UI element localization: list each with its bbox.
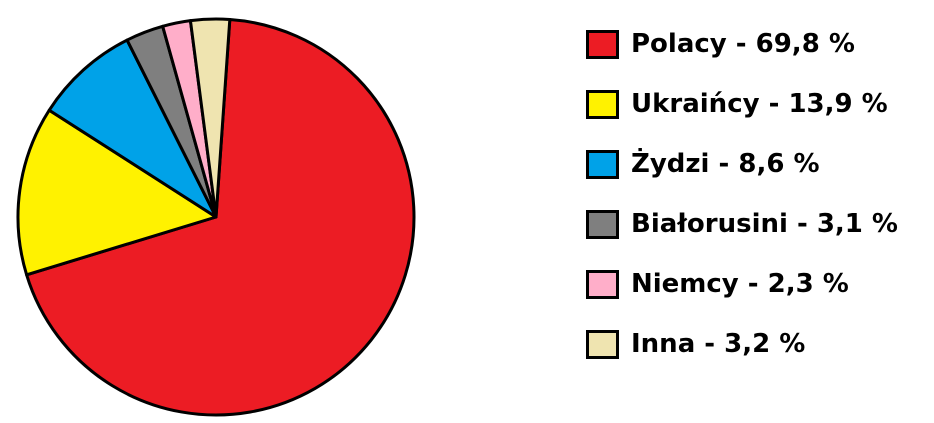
legend-item-inna: Inna - 3,2 % bbox=[586, 324, 898, 364]
legend-label-zydzi: Żydzi - 8,6 % bbox=[631, 149, 820, 179]
pie-slice-polacy bbox=[25, 17, 416, 417]
legend-swatch-inna bbox=[586, 329, 619, 359]
legend-item-polacy: Polacy - 69,8 % bbox=[586, 24, 898, 64]
legend-label-polacy: Polacy - 69,8 % bbox=[631, 29, 855, 59]
legend-label-ukraincy: Ukraińcy - 13,9 % bbox=[631, 89, 888, 119]
legend-label-bialorusini: Białorusini - 3,1 % bbox=[631, 209, 898, 239]
legend-item-ukraincy: Ukraińcy - 13,9 % bbox=[586, 84, 898, 124]
legend-label-inna: Inna - 3,2 % bbox=[631, 329, 806, 359]
legend-swatch-niemcy bbox=[586, 269, 619, 299]
legend-label-niemcy: Niemcy - 2,3 % bbox=[631, 269, 849, 299]
legend-swatch-zydzi bbox=[586, 149, 619, 179]
chart-legend: Polacy - 69,8 % Ukraińcy - 13,9 % Żydzi … bbox=[586, 24, 898, 384]
legend-item-bialorusini: Białorusini - 3,1 % bbox=[586, 204, 898, 244]
legend-item-niemcy: Niemcy - 2,3 % bbox=[586, 264, 898, 304]
pie-slice-inna bbox=[188, 17, 232, 219]
legend-swatch-ukraincy bbox=[586, 89, 619, 119]
legend-item-zydzi: Żydzi - 8,6 % bbox=[586, 144, 898, 184]
legend-swatch-polacy bbox=[586, 29, 619, 59]
legend-swatch-bialorusini bbox=[586, 209, 619, 239]
pie-slice-ukraincy bbox=[16, 108, 218, 277]
pie-slice-zydzi bbox=[47, 38, 218, 219]
